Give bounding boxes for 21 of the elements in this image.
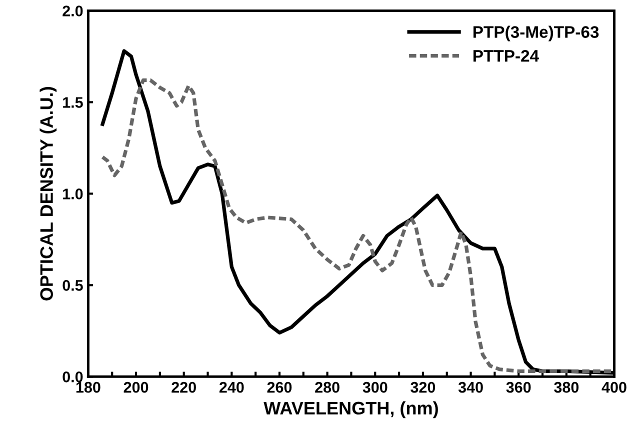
y-axis-title: OPTICAL DENSITY (A.U.) [40,87,57,300]
x-tick-label: 380 [554,382,579,393]
y-tick-label: 0.5 [62,280,83,291]
x-tick-label: 220 [172,382,196,393]
x-tick-label: 320 [410,382,436,393]
x-axis-title: WAVELENGTH, (nm) [264,401,438,418]
x-tick-label: 360 [506,382,531,393]
legend-label: PTP(3-Me)TP-63 [474,26,599,42]
x-tick-label: 200 [124,382,148,393]
y-tick-label: 1.5 [63,97,83,108]
x-tick-label: 280 [315,382,340,393]
x-tick-label: 300 [362,382,388,393]
y-tick-label: 2.0 [62,6,83,16]
x-tick-label: 340 [458,382,483,393]
y-tick-label: 1.0 [63,188,83,200]
x-tick-label: 240 [219,382,244,393]
x-tick-label: 180 [76,382,100,393]
x-tick-label: 260 [267,382,292,393]
legend-label: PTTP-24 [474,50,539,62]
x-tick-label: 400 [602,382,626,393]
y-tick-label: 0.0 [62,372,83,382]
